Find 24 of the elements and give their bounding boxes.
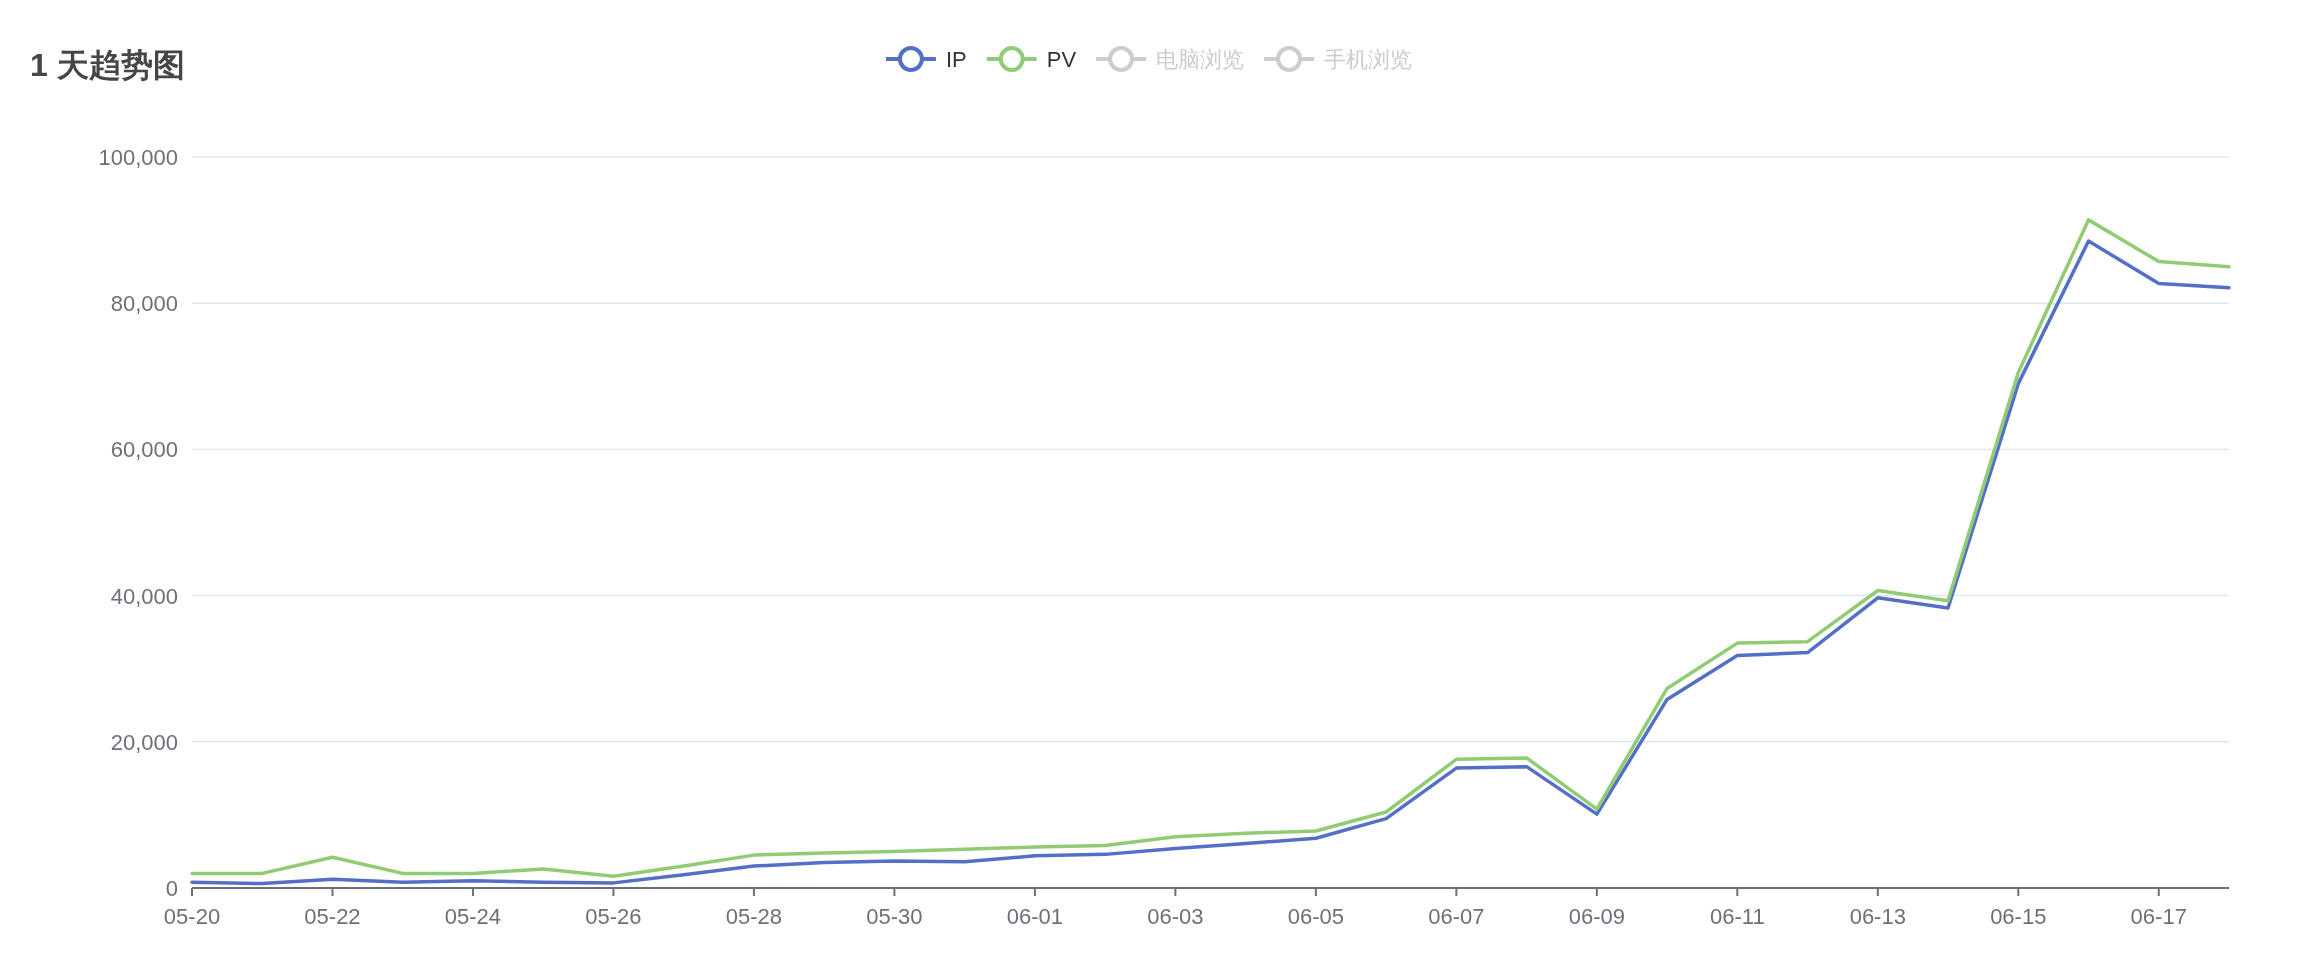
x-tick-label: 06-11 (1709, 904, 1765, 929)
y-tick-label: 60,000 (110, 437, 178, 463)
x-tick-label: 06-05 (1287, 904, 1344, 929)
x-tick-label: 05-30 (866, 904, 923, 929)
y-tick-label: 80,000 (110, 291, 178, 317)
y-tick-label: 20,000 (110, 729, 178, 755)
x-tick-label: 06-15 (1990, 904, 2047, 929)
y-tick-label: 40,000 (110, 583, 178, 609)
x-tick-label: 06-17 (2130, 904, 2187, 929)
chart-title: 1 天趋势图 (30, 47, 185, 83)
y-tick-label: 0 (165, 876, 178, 901)
x-tick-label: 06-03 (1147, 904, 1204, 929)
x-tick-label: 05-24 (444, 904, 502, 929)
x-tick-label: 06-09 (1568, 904, 1625, 929)
x-tick-label: 05-26 (585, 904, 642, 929)
y-tick-label: 100,000 (98, 145, 178, 170)
x-tick-label: 05-22 (304, 904, 361, 929)
legend-label: IP (945, 47, 967, 72)
legend-label: PV (1046, 47, 1077, 72)
x-tick-label: 06-07 (1428, 904, 1485, 929)
x-tick-label: 06-01 (1006, 904, 1064, 929)
x-tick-label: 05-20 (163, 904, 221, 929)
x-tick-label: 05-28 (725, 904, 783, 929)
x-tick-label: 06-13 (1849, 904, 1906, 929)
